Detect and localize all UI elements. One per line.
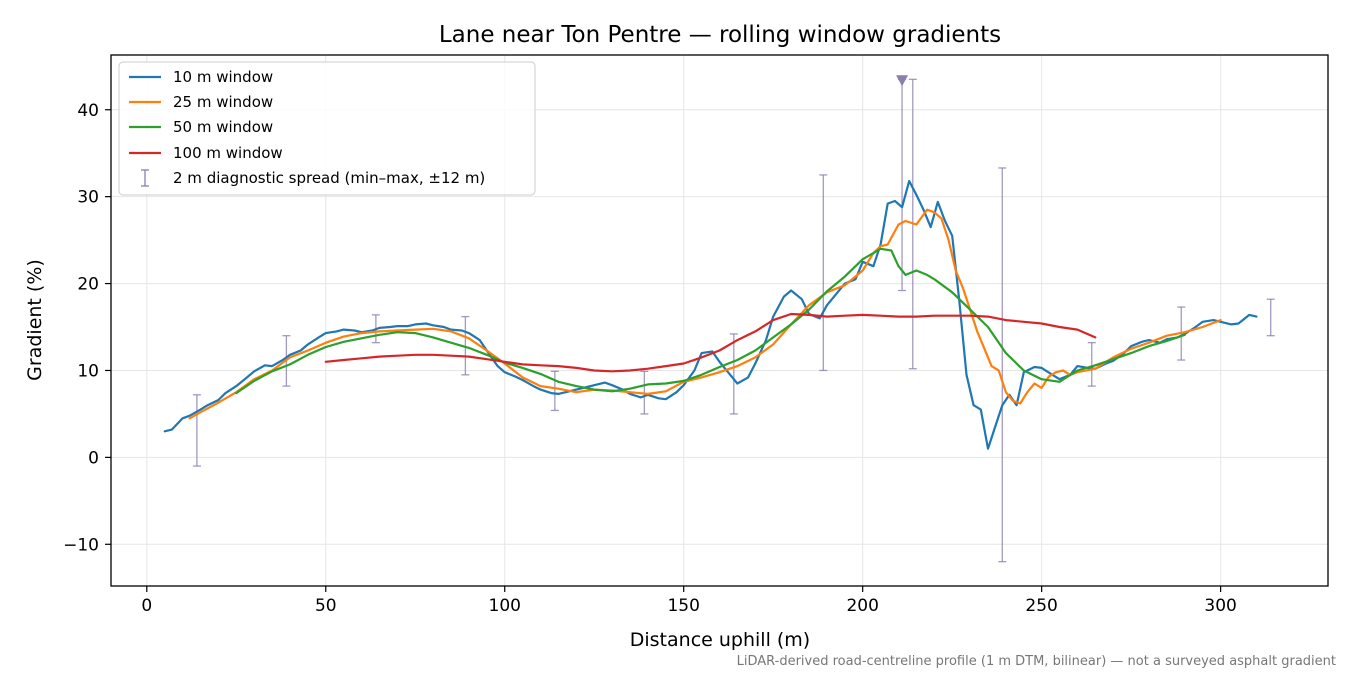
errorbar — [998, 167, 1007, 563]
y-tick-label: 40 — [77, 101, 99, 121]
x-tick-label: 150 — [667, 596, 699, 616]
y-tick-label: 10 — [77, 361, 99, 381]
y-axis-label: Gradient (%) — [24, 259, 46, 381]
errorbar — [550, 370, 559, 412]
y-tick-label: −10 — [63, 535, 99, 555]
errorbars — [192, 78, 1275, 563]
errorbar — [461, 315, 470, 376]
series-line-100m — [324, 312, 1097, 373]
plot-frame — [110, 54, 1329, 587]
series-lines — [163, 179, 1258, 450]
x-tick-label: 300 — [1204, 596, 1236, 616]
x-tick-label: 200 — [846, 596, 878, 616]
errorbar — [729, 333, 738, 415]
y-tick-label: 20 — [77, 275, 99, 295]
footnote: LiDAR-derived road-centreline profile (1… — [737, 654, 1336, 669]
legend: 10 m window 25 m window 50 m window 100 … — [118, 61, 536, 196]
x-axis-label: Distance uphill (m) — [630, 629, 810, 651]
chart-title: Lane near Ton Pentre — rolling window gr… — [439, 22, 1001, 48]
x-tick-label: 100 — [489, 596, 521, 616]
series-line-50m — [235, 247, 1186, 395]
legend-label-100m: 100 m window — [173, 144, 283, 162]
errorbar — [1087, 342, 1096, 387]
errorbar — [819, 174, 828, 372]
peak-marker — [896, 75, 909, 87]
legend-box — [118, 61, 536, 196]
x-tick-label: 250 — [1025, 596, 1057, 616]
peak-marker-layer — [896, 75, 909, 87]
legend-label-50m: 50 m window — [173, 118, 273, 136]
axis-ticks: 0 50 100 150 200 250 300 −10 0 10 20 30 40 — [63, 101, 1237, 616]
x-tick-label: 0 — [141, 596, 152, 616]
errorbar — [192, 394, 201, 467]
legend-label-10m: 10 m window — [173, 68, 273, 86]
y-tick-label: 30 — [77, 188, 99, 208]
legend-label-errorbar: 2 m diagnostic spread (min–max, ±12 m) — [173, 169, 485, 187]
x-tick-label: 50 — [315, 596, 337, 616]
y-tick-label: 0 — [88, 448, 99, 468]
legend-label-25m: 25 m window — [173, 93, 273, 111]
legend-swatch-errorbar — [141, 169, 149, 187]
errorbar — [1266, 298, 1275, 337]
